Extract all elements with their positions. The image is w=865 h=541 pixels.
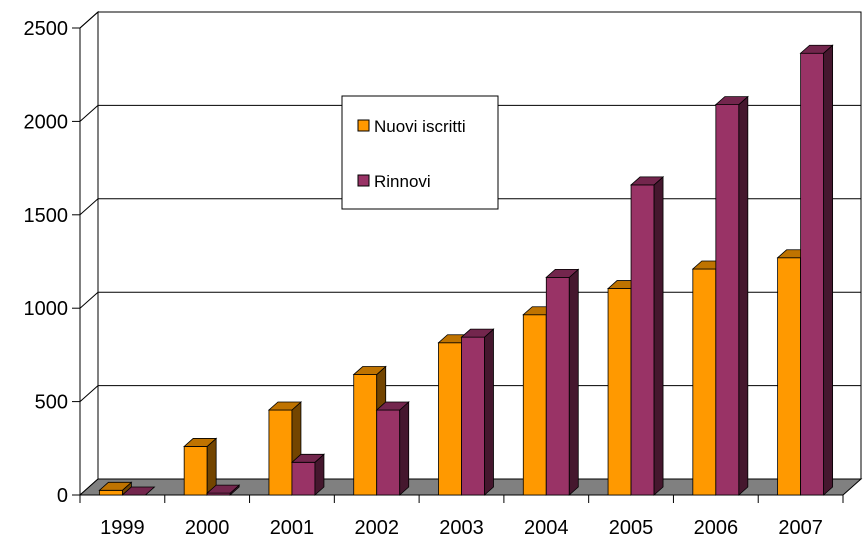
x-axis-ticks: 1999 2000 2001 2002 2003 2004 2005 2006 2007 xyxy=(100,517,823,539)
bar-side-rinnovi-2006 xyxy=(739,97,748,495)
bar-side-rinnovi-2002 xyxy=(400,402,409,495)
bar-front-nuovi-iscritti-2002 xyxy=(354,375,377,495)
y-tick-label-2000: 2000 xyxy=(24,111,69,133)
bar-rinnovi-2002 xyxy=(377,402,409,495)
y-axis-ticks: 0 500 1000 1500 2000 2500 xyxy=(24,18,69,507)
bar-front-rinnovi-2007 xyxy=(801,53,824,495)
legend-label-rinnovi: Rinnovi xyxy=(374,172,431,191)
bar-front-nuovi-iscritti-2003 xyxy=(439,343,462,495)
legend: Nuovi iscritti Rinnovi xyxy=(342,96,498,209)
bar-front-nuovi-iscritti-2005 xyxy=(608,289,631,495)
bar-front-nuovi-iscritti-2000 xyxy=(184,446,207,495)
y-tick-label-2500: 2500 xyxy=(24,18,69,40)
x-tick-label-2006: 2006 xyxy=(694,517,739,539)
bar-rinnovi-2006 xyxy=(716,97,748,495)
x-tick-label-2000: 2000 xyxy=(185,517,230,539)
legend-box xyxy=(342,96,498,209)
x-tick-label-2005: 2005 xyxy=(609,517,654,539)
legend-swatch-rinnovi xyxy=(358,175,369,186)
side-wall xyxy=(80,12,98,495)
bar-side-rinnovi-2004 xyxy=(569,269,578,495)
x-tick-label-2001: 2001 xyxy=(270,517,315,539)
y-tick-label-500: 500 xyxy=(35,392,68,414)
x-tick-label-1999: 1999 xyxy=(100,517,145,539)
bar-side-rinnovi-2003 xyxy=(485,329,494,495)
bar-rinnovi-2001 xyxy=(292,454,324,495)
bar-rinnovi-2004 xyxy=(546,269,578,495)
bar-rinnovi-2005 xyxy=(631,177,663,495)
bar-front-rinnovi-2003 xyxy=(462,337,485,495)
bar-front-rinnovi-2002 xyxy=(377,410,400,495)
y-tick-label-1000: 1000 xyxy=(24,298,69,320)
x-tick-label-2007: 2007 xyxy=(778,517,823,539)
bar-front-nuovi-iscritti-2001 xyxy=(269,410,292,495)
legend-label-nuovi-iscritti: Nuovi iscritti xyxy=(374,117,466,136)
bar-front-nuovi-iscritti-2006 xyxy=(693,269,716,495)
bar-front-rinnovi-2006 xyxy=(716,105,739,495)
bar-front-nuovi-iscritti-2004 xyxy=(523,315,546,495)
y-tick-label-0: 0 xyxy=(57,485,68,507)
bar-front-nuovi-iscritti-2007 xyxy=(778,258,801,495)
bar-side-rinnovi-2005 xyxy=(654,177,663,495)
x-tick-label-2003: 2003 xyxy=(439,517,484,539)
bar-nuovi-iscritti-2000 xyxy=(184,438,216,495)
bar-front-nuovi-iscritti-1999 xyxy=(99,490,122,495)
legend-swatch-nuovi-iscritti xyxy=(358,120,369,131)
bar-front-rinnovi-2001 xyxy=(292,462,315,495)
bar-rinnovi-2007 xyxy=(801,45,833,495)
bar-front-rinnovi-2004 xyxy=(546,277,569,495)
bar-rinnovi-2003 xyxy=(462,329,494,495)
bar-front-rinnovi-2005 xyxy=(631,185,654,495)
y-tick-label-1500: 1500 xyxy=(24,205,69,227)
x-tick-label-2004: 2004 xyxy=(524,517,569,539)
bar-side-rinnovi-2007 xyxy=(824,45,833,495)
x-tick-label-2002: 2002 xyxy=(354,517,399,539)
